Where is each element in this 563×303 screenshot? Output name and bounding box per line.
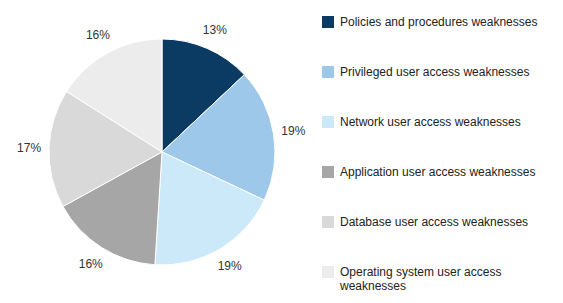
legend-swatch — [322, 66, 334, 78]
legend-label: Operating system user accessweaknesses — [339, 265, 501, 293]
data-label: 16% — [86, 28, 110, 42]
pie — [49, 39, 275, 265]
legend-swatch — [322, 216, 334, 228]
legend-label: Policies and procedures weaknesses — [340, 15, 537, 29]
data-label: 13% — [203, 23, 227, 37]
legend-label: Database user access weaknesses — [340, 215, 528, 229]
data-label: 19% — [281, 124, 305, 138]
legend-label: Network user access weaknesses — [340, 115, 521, 129]
legend-label: Application user access weaknesses — [340, 165, 535, 179]
data-label: 19% — [218, 259, 242, 273]
pie-slice — [67, 39, 162, 152]
legend-swatch — [322, 166, 334, 178]
legend: Policies and procedures weaknesses Privil… — [322, 15, 537, 293]
legend-swatch — [322, 16, 334, 28]
legend-swatch — [322, 116, 334, 128]
legend-label: Privileged user access weaknesses — [340, 65, 529, 79]
data-label: 17% — [17, 141, 41, 155]
pie-slice — [155, 152, 264, 265]
data-label: 16% — [79, 257, 103, 271]
chart: 13% 19% 19% 16% 17% 16% Policies and procedure… — [0, 0, 563, 303]
legend-swatch — [322, 266, 334, 278]
data-labels: 13% 19% 19% 16% 17% 16% — [17, 23, 306, 274]
